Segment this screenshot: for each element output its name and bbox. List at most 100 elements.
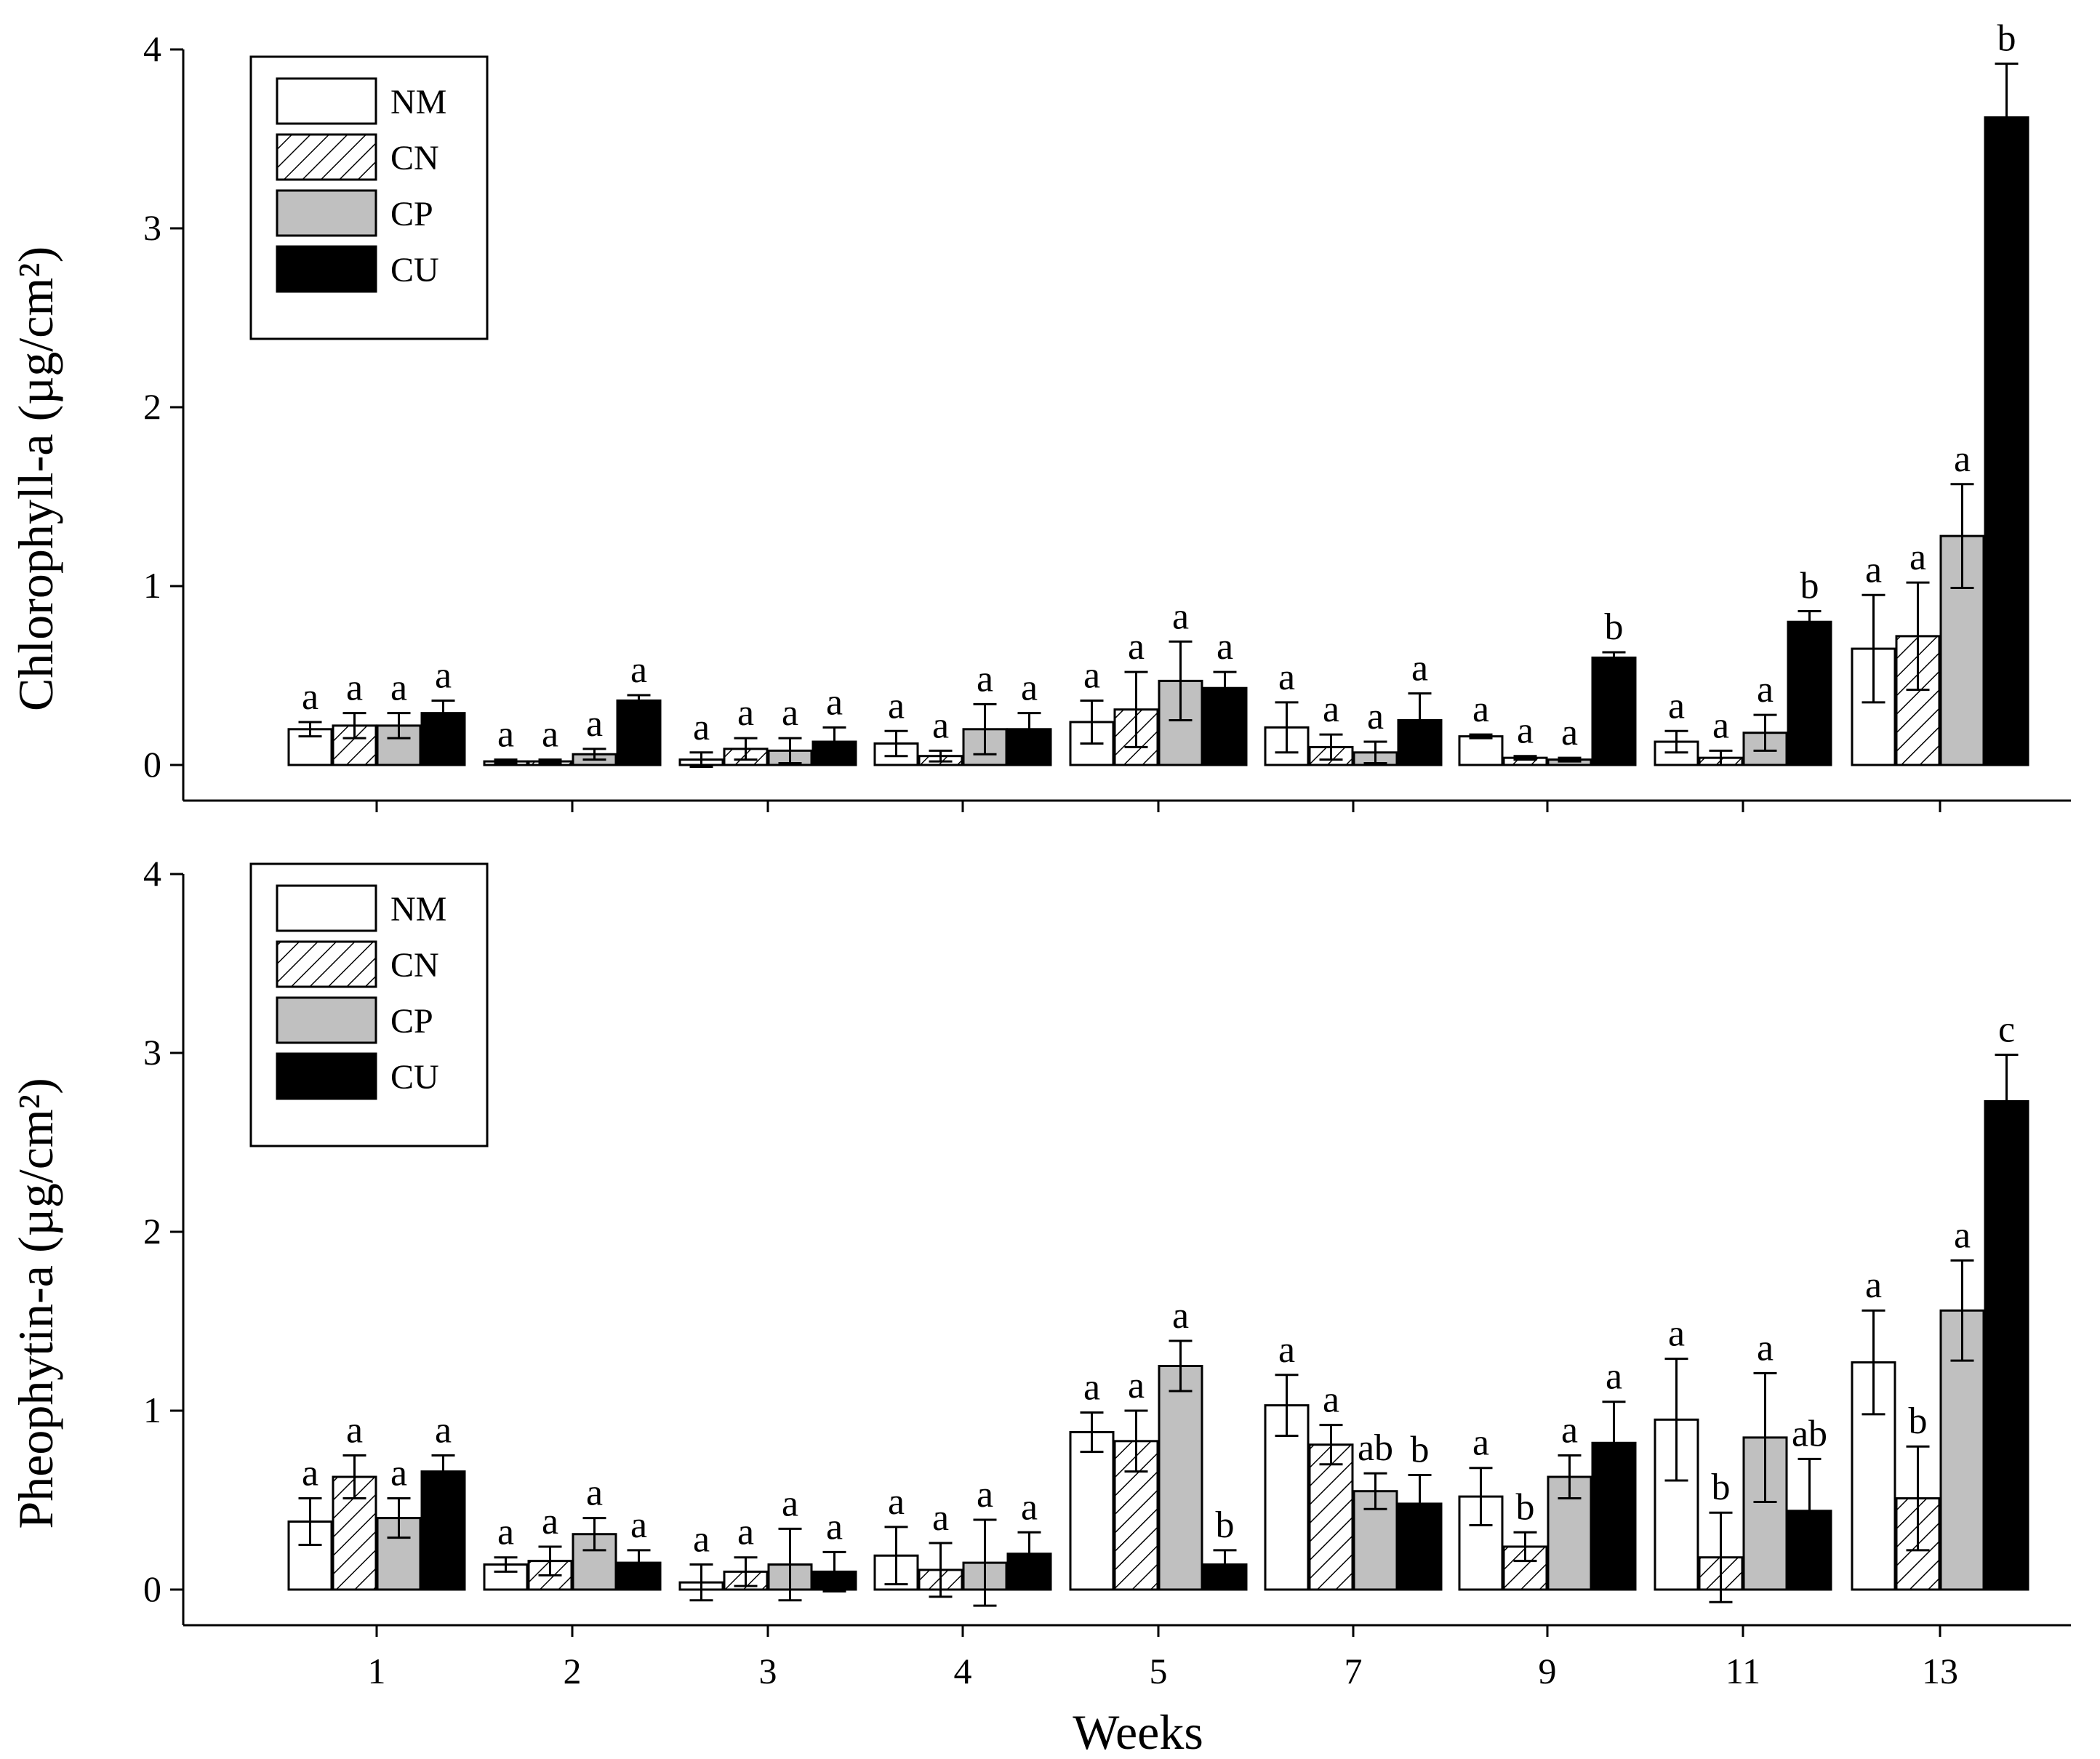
bar-cp xyxy=(1158,1365,1203,1591)
legend-label-nm: NM xyxy=(390,83,446,121)
significance-label: a xyxy=(1083,654,1100,696)
y-axis-title: Chlorophyll-a (µg/cm²) xyxy=(8,247,63,711)
significance-label: c xyxy=(1998,1009,2015,1050)
significance-label: a xyxy=(435,1410,452,1451)
significance-label: a xyxy=(932,1497,949,1539)
significance-label: a xyxy=(977,658,993,700)
legend-label-cu: CU xyxy=(390,251,439,289)
significance-label: a xyxy=(1472,1422,1489,1464)
legend-label-cn: CN xyxy=(390,139,439,177)
bar-cn xyxy=(1308,1443,1354,1591)
bar-nm xyxy=(287,728,333,766)
significance-label: a xyxy=(390,668,407,709)
bar-cu xyxy=(1787,620,1832,766)
legend-swatch-nm xyxy=(276,884,377,932)
legend-label-cp: CP xyxy=(390,195,433,233)
significance-label: a xyxy=(1865,1265,1882,1306)
significance-label: a xyxy=(782,1483,798,1524)
x-tick-label: 9 xyxy=(1539,1651,1557,1691)
y-tick-label: 0 xyxy=(143,744,161,785)
significance-label: a xyxy=(1561,1410,1578,1451)
significance-label: a xyxy=(693,707,710,748)
y-tick-label: 4 xyxy=(143,853,161,894)
bar-cu xyxy=(420,1470,466,1591)
y-tick-label: 1 xyxy=(143,565,161,606)
significance-label: a xyxy=(497,1512,514,1553)
y-tick-label: 2 xyxy=(143,1211,161,1251)
legend-label-cu: CU xyxy=(390,1058,439,1097)
legend-swatch-cn xyxy=(276,133,377,181)
significance-label: b xyxy=(1712,1467,1731,1508)
significance-label: a xyxy=(782,692,798,734)
significance-label: a xyxy=(1712,705,1729,746)
x-tick-label: 4 xyxy=(954,1651,972,1691)
significance-label: a xyxy=(497,714,514,756)
bar-cu xyxy=(1984,1099,2029,1591)
bar-cu xyxy=(616,699,662,766)
significance-label: a xyxy=(1757,1327,1774,1369)
y-tick-label: 1 xyxy=(143,1390,161,1430)
significance-label: a xyxy=(826,681,843,723)
legend-swatch-cu xyxy=(276,1052,377,1100)
y-tick-label: 4 xyxy=(143,28,161,69)
y-tick-label: 3 xyxy=(143,207,161,248)
significance-label: a xyxy=(1668,1313,1685,1355)
y-tick-label: 0 xyxy=(143,1568,161,1609)
significance-label: b xyxy=(1605,606,1624,648)
x-tick-label: 5 xyxy=(1150,1651,1168,1691)
significance-label: a xyxy=(346,668,363,709)
significance-label: a xyxy=(1128,626,1145,668)
significance-label: a xyxy=(1517,710,1534,752)
x-tick-label: 11 xyxy=(1726,1651,1760,1691)
legend-swatch-nm xyxy=(276,77,377,125)
significance-label: a xyxy=(1954,438,1971,480)
x-tick-label: 3 xyxy=(759,1651,777,1691)
legend-swatch-cu xyxy=(276,245,377,293)
significance-label: a xyxy=(1278,1329,1295,1371)
legend-label-nm: NM xyxy=(390,890,446,929)
significance-label: a xyxy=(1278,657,1295,698)
significance-label: b xyxy=(1800,565,1819,606)
significance-label: a xyxy=(1865,549,1882,590)
significance-label: ab xyxy=(1792,1413,1827,1454)
y-tick-label: 2 xyxy=(143,386,161,427)
significance-label: a xyxy=(630,649,647,691)
significance-label: a xyxy=(390,1453,407,1494)
significance-label: b xyxy=(1411,1430,1430,1471)
x-tick-label: 7 xyxy=(1344,1651,1363,1691)
significance-label: a xyxy=(1472,689,1489,730)
significance-label: a xyxy=(1128,1365,1145,1406)
significance-label: b xyxy=(1216,1504,1235,1546)
significance-label: a xyxy=(1323,689,1339,730)
significance-label: a xyxy=(1954,1214,1971,1256)
significance-label: b xyxy=(1997,18,2016,60)
significance-label: a xyxy=(586,703,603,745)
significance-label: a xyxy=(1411,648,1428,689)
legend-label-cn: CN xyxy=(390,946,439,985)
significance-label: a xyxy=(888,685,905,726)
legend-swatch-cn xyxy=(276,940,377,988)
significance-label: a xyxy=(1172,596,1189,637)
x-axis-title: Weeks xyxy=(1073,1704,1203,1759)
significance-label: a xyxy=(1021,668,1038,709)
significance-label: a xyxy=(435,654,452,696)
significance-label: a xyxy=(302,676,318,718)
legend-label-cp: CP xyxy=(390,1002,433,1041)
significance-label: a xyxy=(1668,685,1685,726)
significance-label: a xyxy=(346,1410,363,1451)
bar-nm xyxy=(1458,735,1504,766)
significance-label: a xyxy=(542,1501,558,1542)
significance-label: a xyxy=(1367,696,1384,737)
x-tick-label: 2 xyxy=(564,1651,582,1691)
significance-label: a xyxy=(630,1504,647,1546)
significance-label: a xyxy=(1172,1295,1189,1337)
significance-label: a xyxy=(1606,1356,1622,1398)
bar-cu xyxy=(1984,116,2029,766)
significance-label: a xyxy=(693,1519,710,1560)
y-tick-label: 3 xyxy=(143,1032,161,1073)
significance-label: ab xyxy=(1358,1427,1393,1469)
significance-label: b xyxy=(1516,1486,1535,1528)
significance-label: a xyxy=(542,714,558,756)
